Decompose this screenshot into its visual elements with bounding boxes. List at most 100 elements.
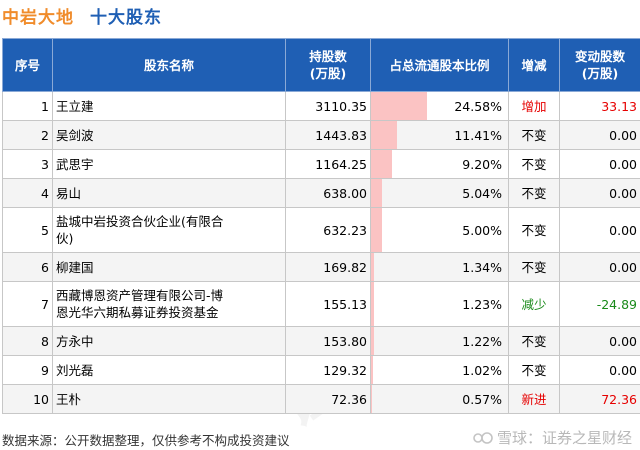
- cell-rank: 9: [2, 355, 53, 385]
- cell-ratio: 5.04%: [370, 178, 509, 208]
- cell-shares: 3110.35: [285, 91, 371, 121]
- cell-delta: 0.00: [559, 120, 640, 150]
- cell-ratio: 1.02%: [370, 355, 509, 385]
- holder-name-line: 王立建: [56, 98, 94, 114]
- ratio-text: 9.20%: [462, 156, 502, 172]
- cell-holder-name: 刘光磊: [52, 355, 286, 385]
- cell-ratio: 1.34%: [370, 252, 509, 282]
- cell-holder-name: 吴剑波: [52, 120, 286, 150]
- cell-delta: -24.89: [559, 281, 640, 327]
- cell-holder-name: 易山: [52, 178, 286, 208]
- table-row: 3 武思宇 1164.25 9.20% 不变 0.00: [2, 149, 640, 179]
- table-row: 4 易山 638.00 5.04% 不变 0.00: [2, 178, 640, 208]
- holder-name-line: 盐城中岩投资合伙企业(有限合: [56, 214, 224, 229]
- cell-change: 不变: [508, 149, 560, 179]
- col-header-shares-line2: (万股): [309, 66, 347, 81]
- table-body: 1 王立建 3110.35 24.58% 增加 33.13 2 吴剑波 1443.83 11.41…: [2, 91, 640, 414]
- cell-holder-name: 方永中: [52, 326, 286, 356]
- ratio-bar: [371, 92, 427, 120]
- cell-delta: 0.00: [559, 207, 640, 253]
- cell-delta: 0.00: [559, 178, 640, 208]
- table-row: 2 吴剑波 1443.83 11.41% 不变 0.00: [2, 120, 640, 150]
- col-header-rank: 序号: [2, 38, 53, 92]
- cell-delta: 72.36: [559, 384, 640, 414]
- cell-shares: 153.80: [285, 326, 371, 356]
- cell-delta: 0.00: [559, 355, 640, 385]
- cell-shares: 129.32: [285, 355, 371, 385]
- ratio-bar: [371, 179, 383, 207]
- cell-shares: 632.23: [285, 207, 371, 253]
- cell-rank: 8: [2, 326, 53, 356]
- cell-ratio: 5.00%: [370, 207, 509, 253]
- ratio-bar: [371, 282, 374, 326]
- col-header-change: 增减: [508, 38, 560, 92]
- ratio-text: 24.58%: [454, 98, 502, 114]
- cell-rank: 7: [2, 281, 53, 327]
- cell-change: 新进: [508, 384, 560, 414]
- ratio-text: 1.23%: [462, 296, 502, 312]
- table-row: 8 方永中 153.80 1.22% 不变 0.00: [2, 326, 640, 356]
- cell-holder-name: 武思宇: [52, 149, 286, 179]
- holder-name-line: 刘光磊: [56, 362, 94, 378]
- ratio-bar: [371, 150, 392, 178]
- ratio-bar: [371, 356, 374, 384]
- cell-holder-name: 盐城中岩投资合伙企业(有限合 伙): [52, 207, 286, 253]
- cell-holder-name: 王朴: [52, 384, 286, 414]
- ratio-bar: [371, 253, 375, 281]
- holder-name-line: 柳建国: [56, 259, 94, 275]
- holder-name-line: 王朴: [56, 391, 82, 407]
- cell-holder-name: 西藏博恩资产管理有限公司-博 恩光华六期私募证券投资基金: [52, 281, 286, 327]
- col-header-shares: 持股数 (万股): [285, 38, 371, 92]
- table-row: 7 西藏博恩资产管理有限公司-博 恩光华六期私募证券投资基金 155.13 1.23% 减…: [2, 281, 640, 327]
- cell-holder-name: 王立建: [52, 91, 286, 121]
- holder-name-line: 恩光华六期私募证券投资基金: [56, 305, 219, 320]
- table-row: 1 王立建 3110.35 24.58% 增加 33.13: [2, 91, 640, 121]
- cell-change: 不变: [508, 355, 560, 385]
- holder-name-line: 方永中: [56, 333, 94, 349]
- cell-shares: 1443.83: [285, 120, 371, 150]
- cell-change: 不变: [508, 178, 560, 208]
- table-row: 6 柳建国 169.82 1.34% 不变 0.00: [2, 252, 640, 282]
- top-ten-holders-table: 序号 股东名称 持股数 (万股) 占总流通股本比例 增减 变动股数 (万股) 1…: [2, 38, 640, 414]
- cell-change: 不变: [508, 326, 560, 356]
- cell-shares: 1164.25: [285, 149, 371, 179]
- cell-delta: 0.00: [559, 252, 640, 282]
- ratio-bar: [371, 385, 373, 413]
- page-header: 中岩大地 十大股东: [2, 4, 162, 28]
- cell-change: 减少: [508, 281, 560, 327]
- ratio-text: 5.04%: [462, 185, 502, 201]
- ratio-text: 1.34%: [462, 259, 502, 275]
- page-title: 十大股东: [90, 7, 162, 28]
- source-note: 数据来源：公开数据整理，仅供参考不构成投资建议: [2, 433, 290, 448]
- cell-shares: 638.00: [285, 178, 371, 208]
- cell-shares: 72.36: [285, 384, 371, 414]
- table-row: 5 盐城中岩投资合伙企业(有限合 伙) 632.23 5.00% 不变 0.00: [2, 207, 640, 253]
- col-header-delta-line1: 变动股数: [574, 49, 625, 64]
- ratio-text: 1.02%: [462, 362, 502, 378]
- cell-ratio: 9.20%: [370, 149, 509, 179]
- cell-delta: 0.00: [559, 149, 640, 179]
- cell-change: 不变: [508, 207, 560, 253]
- cell-rank: 10: [2, 384, 53, 414]
- ratio-bar: [371, 121, 397, 149]
- cell-rank: 4: [2, 178, 53, 208]
- cell-ratio: 0.57%: [370, 384, 509, 414]
- table-header-row: 序号 股东名称 持股数 (万股) 占总流通股本比例 增减 变动股数 (万股): [2, 38, 640, 92]
- holder-name-line: 吴剑波: [56, 127, 94, 143]
- col-header-ratio: 占总流通股本比例: [370, 38, 509, 92]
- cell-rank: 6: [2, 252, 53, 282]
- footer-logo: 雪球：证券之星财经: [473, 427, 632, 448]
- cell-rank: 3: [2, 149, 53, 179]
- cell-shares: 155.13: [285, 281, 371, 327]
- cell-ratio: 1.22%: [370, 326, 509, 356]
- cell-change: 增加: [508, 91, 560, 121]
- ratio-text: 1.22%: [462, 333, 502, 349]
- ratio-text: 11.41%: [454, 127, 502, 143]
- cell-change: 不变: [508, 120, 560, 150]
- col-header-delta-line2: (万股): [581, 66, 619, 81]
- col-header-delta: 变动股数 (万股): [559, 38, 640, 92]
- cell-ratio: 1.23%: [370, 281, 509, 327]
- cell-rank: 5: [2, 207, 53, 253]
- table-row: 10 王朴 72.36 0.57% 新进 72.36: [2, 384, 640, 414]
- cell-ratio: 24.58%: [370, 91, 509, 121]
